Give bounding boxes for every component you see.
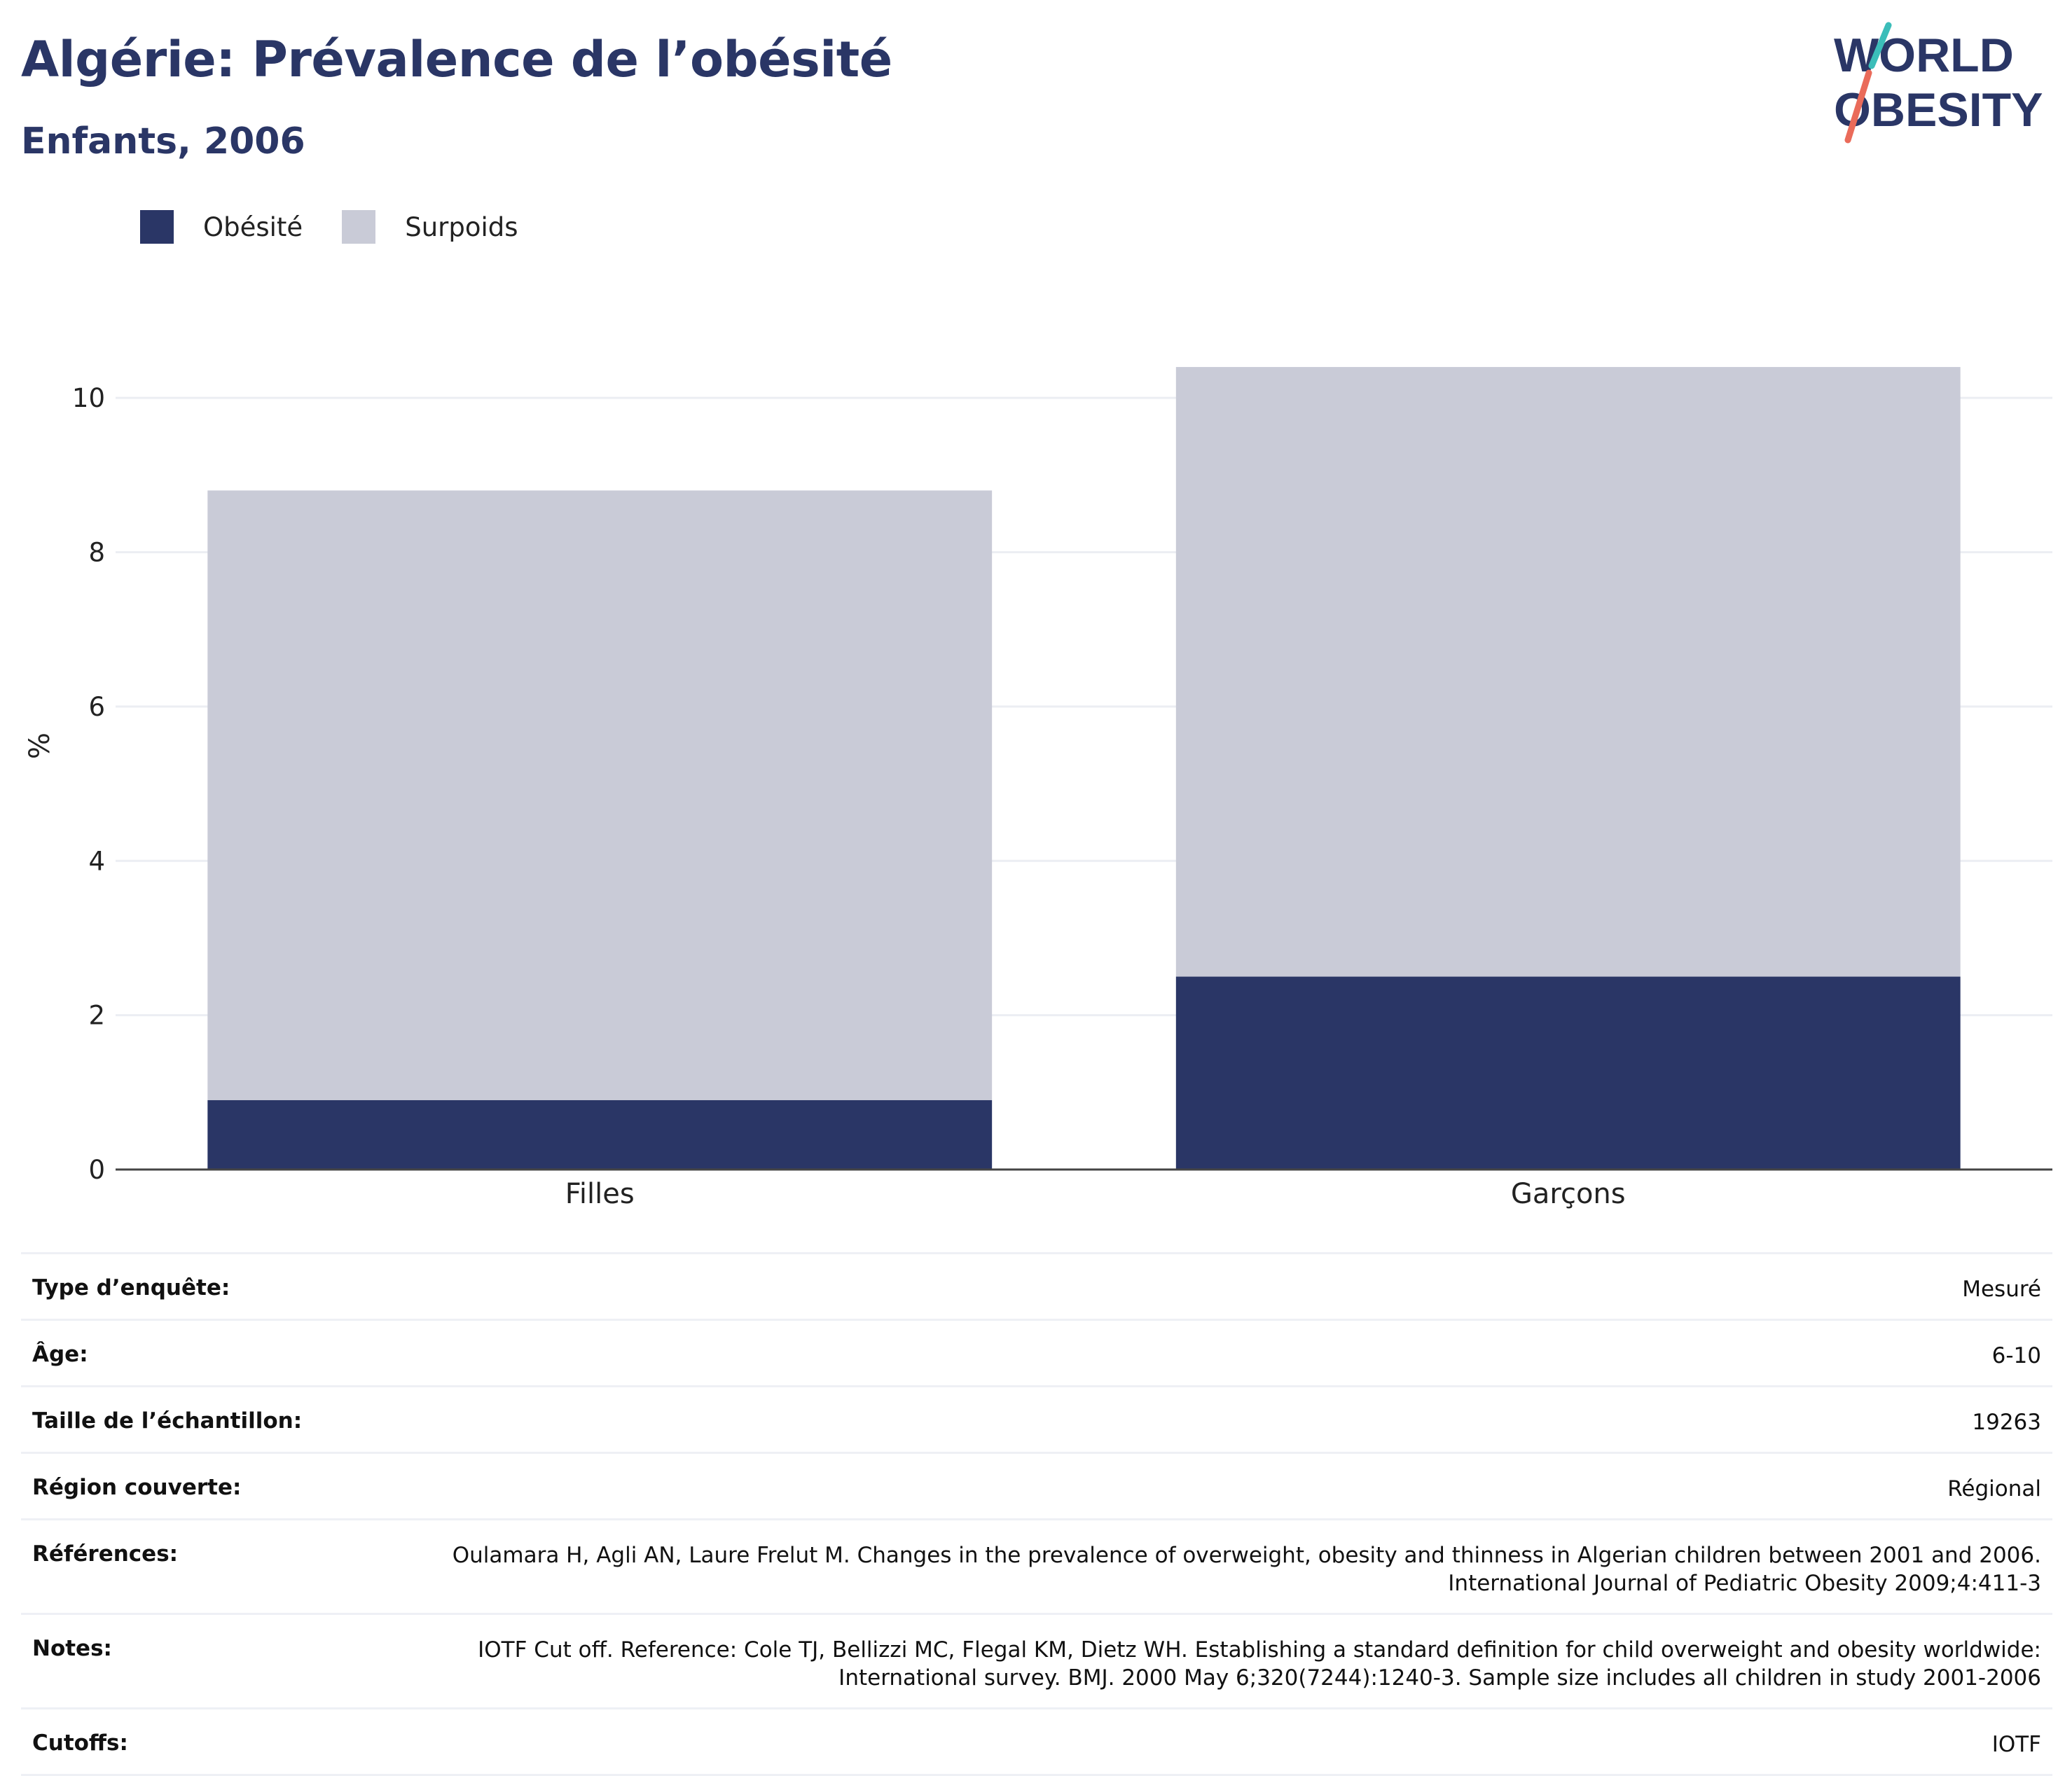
table-row: Type d’enquête: Mesuré [21, 1252, 2052, 1319]
x-tick-label: Garçons [1511, 1178, 1626, 1210]
bar-surpoids-0 [207, 490, 993, 1100]
row-label-age: Âge: [32, 1342, 88, 1367]
table-row: Références: Oulamara H, Agli AN, Laure F… [21, 1518, 2052, 1613]
table-row: Région couverte: Régional [21, 1452, 2052, 1518]
stacked-bar-chart: 0 2 4 6 8 10% Filles Garçons [24, 367, 2052, 1210]
y-axis-label: % [24, 733, 56, 759]
row-label-region: Région couverte: [32, 1475, 242, 1500]
row-value-age: 6-10 [1991, 1343, 2041, 1368]
logo-slash-teal [1868, 22, 1892, 69]
legend-swatch-surpoids [342, 210, 376, 244]
chart-legend: Obésité Surpoids [140, 207, 558, 247]
row-label-references: Références: [32, 1541, 179, 1567]
y-tick-label: 2 [88, 1001, 105, 1031]
row-value-notes: IOTF Cut off. Reference: Cole TJ, Belliz… [478, 1637, 2041, 1691]
table-row: Notes: IOTF Cut off. Reference: Cole TJ,… [21, 1613, 2052, 1707]
table-row: Âge: 6-10 [21, 1319, 2052, 1385]
row-value-region: Régional [1947, 1476, 2041, 1501]
row-value-sample-size: 19263 [1972, 1410, 2041, 1435]
bar-obesite-0 [207, 1099, 993, 1170]
logo-line2: OBESITY [1834, 83, 2043, 137]
chart-subtitle: Enfants, 2006 [21, 120, 305, 162]
row-label-sample-size: Taille de l’échantillon: [32, 1408, 303, 1434]
legend-item-surpoids[interactable]: Surpoids [342, 210, 518, 244]
legend-label-obesite: Obésité [203, 211, 303, 242]
row-label-notes: Notes: [32, 1636, 112, 1661]
chart-title: Algérie: Prévalence de l’obésité [21, 31, 892, 88]
row-value-survey-type: Mesuré [1962, 1277, 2041, 1302]
bar-obesite-1 [1175, 976, 1961, 1170]
world-obesity-logo: WORLD OBESITY [1834, 22, 2043, 144]
y-tick-label: 0 [88, 1155, 105, 1185]
table-row: Cutoffs: IOTF [21, 1707, 2052, 1776]
table-row: Taille de l’échantillon: 19263 [21, 1385, 2052, 1452]
y-tick-label: 10 [72, 383, 105, 413]
y-tick-label: 6 [88, 692, 105, 722]
legend-label-surpoids: Surpoids [405, 211, 518, 242]
y-tick-label: 8 [88, 538, 105, 568]
x-tick-label: Filles [565, 1178, 635, 1210]
row-value-cutoffs: IOTF [1991, 1732, 2041, 1757]
logo-line1: WORLD [1834, 29, 2014, 82]
legend-swatch-obesite [140, 210, 174, 244]
logo-slash-coral [1844, 69, 1872, 144]
row-value-references: Oulamara H, Agli AN, Laure Frelut M. Cha… [452, 1543, 2041, 1596]
y-tick-label: 4 [88, 846, 105, 876]
row-label-cutoffs: Cutoffs: [32, 1730, 128, 1756]
row-label-survey-type: Type d’enquête: [32, 1275, 230, 1300]
bar-surpoids-1 [1175, 367, 1961, 977]
legend-item-obesite[interactable]: Obésité [140, 210, 303, 244]
survey-info-table: Type d’enquête: Mesuré Âge: 6-10 Taille … [21, 1252, 2052, 1776]
